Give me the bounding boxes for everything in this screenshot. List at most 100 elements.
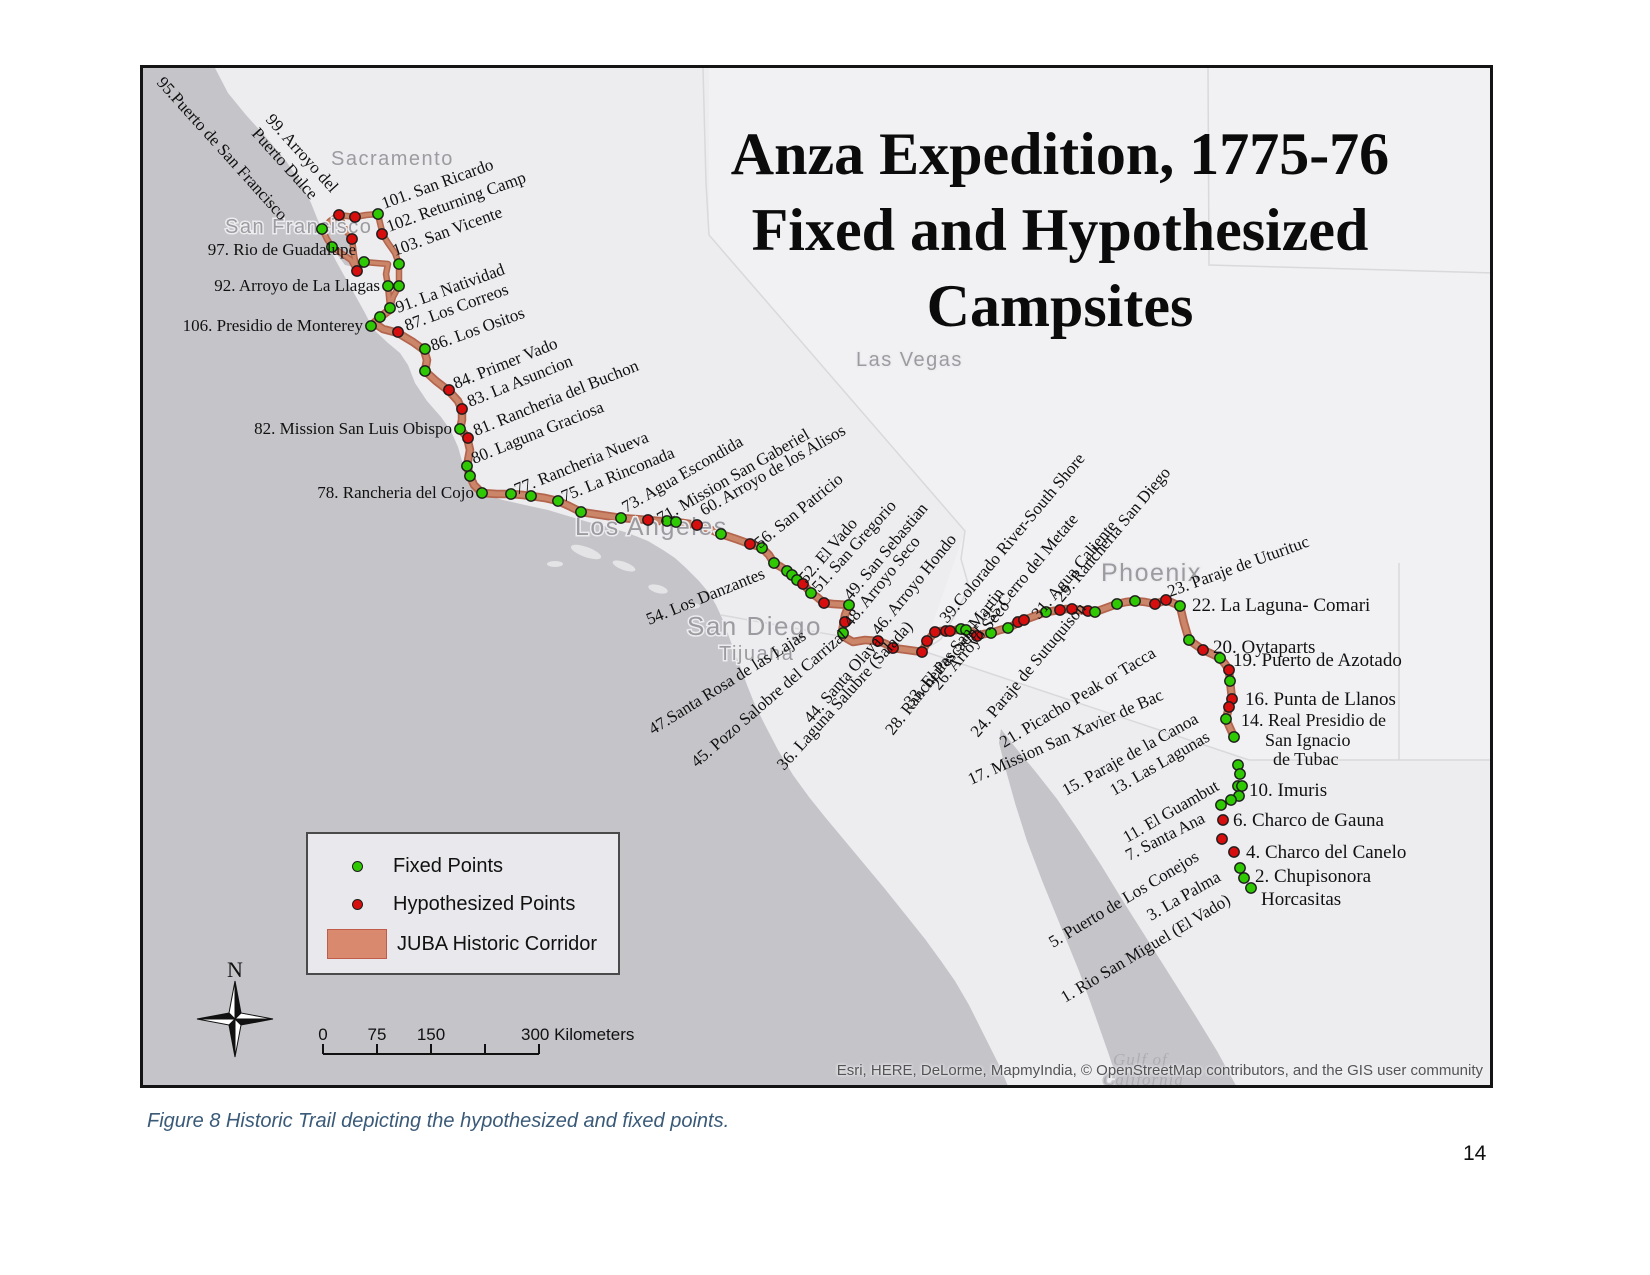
- fixed-point: [393, 280, 405, 292]
- campsite-label: 20. Oytaparts: [1213, 637, 1315, 658]
- hypothesized-point: [1217, 814, 1229, 826]
- fixed-point: [384, 302, 396, 314]
- city-label: Tijuana: [719, 643, 794, 665]
- fixed-point: [837, 627, 849, 639]
- campsite-dots: [316, 208, 1257, 894]
- scale-label: 75: [368, 1025, 387, 1044]
- fixed-point: [768, 557, 780, 569]
- hypothesized-point: [818, 597, 830, 609]
- hypothesized-point: [872, 635, 884, 647]
- map-figure: Sacramento San Francisco Las Vegas Los Ange…: [140, 65, 1493, 1088]
- hypothesized-point: [376, 228, 388, 240]
- hypothesized-point: [462, 432, 474, 444]
- scale-label: 300 Kilometers: [521, 1025, 634, 1044]
- hypothesized-point: [929, 626, 941, 638]
- campsite-label: San Ignacio: [1265, 730, 1350, 750]
- legend: Fixed Points Hypothesized Points JUBA Hi…: [306, 832, 620, 975]
- campsite-label: 60. Arroyo de los Alisos: [697, 421, 849, 520]
- fixed-point: [1245, 882, 1257, 894]
- city-label: Las Vegas: [856, 349, 963, 371]
- fixed-point: [1174, 600, 1186, 612]
- campsite-label: 14. Real Presidio de: [1241, 710, 1386, 730]
- fixed-point: [1228, 731, 1240, 743]
- fixed-point: [382, 280, 394, 292]
- fixed-point: [1129, 595, 1141, 607]
- map-title-line3: Campsites: [926, 273, 1194, 339]
- campsite-label: 19. Puerto de Azotado: [1233, 650, 1402, 671]
- hypothesized-point: [797, 578, 809, 590]
- scale-label: 0: [318, 1025, 327, 1044]
- fixed-point: [476, 487, 488, 499]
- scale-label: 150: [417, 1025, 445, 1044]
- fixed-point: [372, 208, 384, 220]
- fixed-point-icon: [352, 860, 363, 872]
- campsite-label: 10. Imuris: [1249, 780, 1327, 801]
- fixed-point: [461, 460, 473, 472]
- hypothesized-point: [916, 646, 928, 658]
- fixed-point: [1002, 622, 1014, 634]
- hypothesized-point: [392, 326, 404, 338]
- fixed-point: [505, 488, 517, 500]
- campsite-label: 4. Charco del Canelo: [1246, 842, 1406, 863]
- fixed-point: [374, 311, 386, 323]
- hypothesized-point: [744, 538, 756, 550]
- fixed-point: [715, 528, 727, 540]
- hypothesized-point: [456, 403, 468, 415]
- fixed-point: [615, 512, 627, 524]
- campsite-label: 16. Punta de Llanos: [1245, 689, 1396, 710]
- fixed-point: [805, 587, 817, 599]
- fixed-point: [1215, 799, 1227, 811]
- page-number: 14: [1463, 1142, 1487, 1165]
- map-title-line1: Anza Expedition, 1775-76: [730, 121, 1390, 187]
- scale-bar: 0 75 150 300 Kilometers: [318, 1025, 634, 1055]
- hypothesized-point: [1054, 604, 1066, 616]
- hypothesized-point: [1228, 846, 1240, 858]
- fixed-point: [358, 256, 370, 268]
- fixed-point: [1234, 768, 1246, 780]
- city-label: Sacramento: [331, 148, 454, 170]
- hypothesized-point: [1223, 701, 1235, 713]
- city-label: San Diego: [687, 611, 822, 641]
- hypothesized-point: [333, 209, 345, 221]
- fixed-point: [464, 470, 476, 482]
- fixed-point: [454, 423, 466, 435]
- hypothesized-point: [1018, 614, 1030, 626]
- fixed-point: [575, 506, 587, 518]
- fixed-point: [326, 241, 338, 253]
- campsite-label: 92. Arroyo de La Llagas: [214, 276, 380, 295]
- fixed-point: [1224, 675, 1236, 687]
- fixed-point: [316, 223, 328, 235]
- campsite-label: Horcasitas: [1261, 889, 1341, 910]
- compass-rose: N: [196, 957, 274, 1058]
- fixed-point: [393, 258, 405, 270]
- city-label: California: [1103, 1070, 1184, 1088]
- fixed-point: [365, 320, 377, 332]
- hypothesized-point: [921, 635, 933, 647]
- fixed-point: [1220, 713, 1232, 725]
- fixed-point: [1183, 634, 1195, 646]
- hypothesized-point: [971, 630, 983, 642]
- hypothesized-point: [346, 233, 358, 245]
- hypothesized-point: [349, 211, 361, 223]
- hypothesized-point: [1149, 598, 1161, 610]
- map-attribution: Esri, HERE, DeLorme, MapmyIndia, © OpenS…: [836, 1062, 1483, 1079]
- figure-caption: Figure 8 Historic Trail depicting the hy…: [147, 1110, 730, 1132]
- fixed-point: [1111, 598, 1123, 610]
- map-title-line2: Fixed and Hypothesized: [751, 197, 1369, 263]
- fixed-point: [985, 627, 997, 639]
- campsite-label: 2. Chupisonora: [1255, 866, 1372, 887]
- map-title: Anza Expedition, 1775-76 Fixed and Hypot…: [720, 116, 1400, 344]
- fixed-point: [1089, 606, 1101, 618]
- hypothesized-point: [1197, 644, 1209, 656]
- hypothesized-point: [839, 616, 851, 628]
- legend-hypothesized-label: Hypothesized Points: [393, 892, 576, 915]
- campsite-label: 6. Charco de Gauna: [1233, 810, 1384, 831]
- hypothesized-point: [443, 384, 455, 396]
- legend-corridor-label: JUBA Historic Corridor: [397, 932, 598, 955]
- corridor-swatch-icon: [327, 929, 387, 959]
- fixed-point: [960, 624, 972, 636]
- fixed-point: [670, 516, 682, 528]
- hypothesized-point: [887, 642, 899, 654]
